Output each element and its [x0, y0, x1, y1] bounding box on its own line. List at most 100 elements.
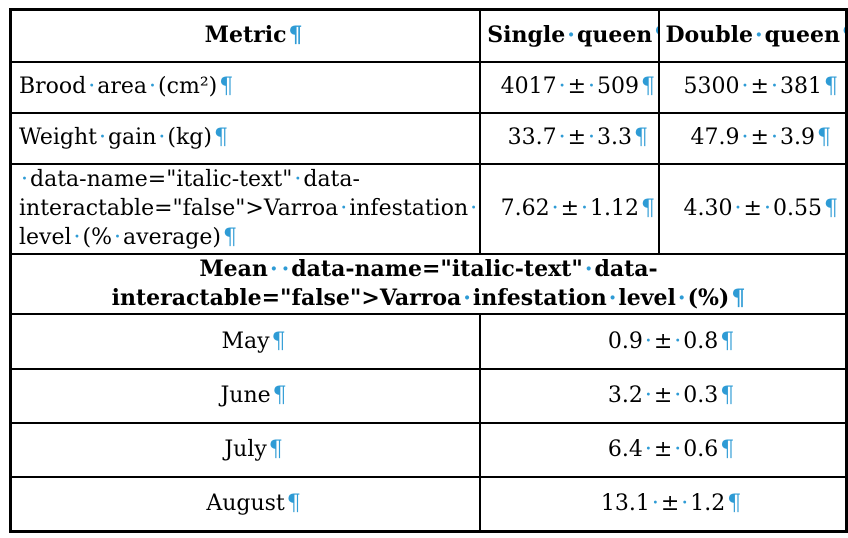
space-dot-mark: ·: [770, 125, 778, 151]
cell-weight-gain-double[interactable]: 47.9·±·3.9 ¶: [658, 111, 848, 165]
cell-text: Mean· ·: [199, 255, 290, 282]
space-dot-mark: ·: [281, 255, 290, 282]
table-row-varroa-infestation: ·data-name="italic-text"·data-interactab…: [9, 162, 848, 255]
cell-value-may[interactable]: 0.9·±·0.8 ¶: [479, 312, 848, 370]
pilcrow-mark: ¶: [213, 125, 228, 151]
space-dot-mark: ·: [463, 284, 471, 311]
space-dot-mark: ·: [674, 383, 682, 409]
pilcrow-mark: ¶: [634, 125, 648, 151]
cell-text: Single·queen¶: [487, 21, 657, 50]
cell-varroa-level-single[interactable]: 7.62·±·1.12 ¶: [479, 162, 661, 255]
cell-month-may[interactable]: May ¶: [9, 312, 482, 370]
pilcrow-mark: ¶: [823, 74, 838, 100]
cell-text: 4017·±·509 ¶: [501, 72, 655, 101]
space-dot-mark: ·: [114, 225, 122, 251]
cell-value-august[interactable]: 13.1·±·1.2 ¶: [479, 475, 848, 533]
table-row-section-header: Mean· ·data-name="italic-text"·data-inter…: [9, 252, 848, 315]
cell-brood-area-label[interactable]: Brood·area·(cm²)¶: [9, 60, 482, 114]
space-dot-mark: ·: [551, 195, 559, 221]
table-row-june: June ¶ 3.2·±·0.3 ¶: [9, 367, 848, 424]
cell-weight-gain-label[interactable]: Weight·gain·(kg)¶: [9, 111, 482, 165]
pilcrow-mark: ¶: [268, 437, 283, 463]
space-dot-mark: ·: [88, 74, 96, 100]
space-dot-mark: ·: [558, 125, 566, 151]
space-dot-mark: ·: [73, 225, 81, 251]
space-dot-mark: ·: [734, 195, 742, 221]
space-dot-mark: ·: [644, 383, 652, 409]
pilcrow-mark: ¶: [286, 491, 301, 517]
pilcrow-mark: ¶: [816, 125, 831, 151]
pilcrow-mark: ¶: [720, 437, 735, 463]
space-dot-mark: ·: [470, 195, 478, 221]
cell-text: 7.62·±·1.12 ¶: [501, 194, 655, 223]
space-dot-mark: ·: [741, 74, 749, 100]
space-dot-mark: ·: [741, 125, 749, 151]
pilcrow-mark: ¶: [641, 195, 655, 221]
table-row-may: May ¶ 0.9·±·0.8 ¶: [9, 312, 848, 370]
cell-weight-gain-single[interactable]: 33.7·±·3.3 ¶: [479, 111, 661, 165]
pilcrow-mark: ¶: [823, 195, 838, 221]
pilcrow-mark: ¶: [219, 74, 234, 100]
space-dot-mark: ·: [149, 74, 157, 100]
cell-brood-area-single[interactable]: 4017·±·509 ¶: [479, 60, 661, 114]
cell-brood-area-double[interactable]: 5300·±·381 ¶: [658, 60, 848, 114]
pilcrow-mark: ¶: [641, 74, 656, 100]
space-dot-mark: ·: [21, 166, 28, 192]
pilcrow-mark: ¶: [652, 21, 657, 50]
pilcrow-mark: ¶: [222, 225, 237, 251]
space-dot-mark: ·: [608, 284, 617, 311]
space-dot-mark: ·: [269, 255, 278, 282]
space-dot-mark: ·: [581, 195, 589, 221]
space-dot-mark: ·: [770, 74, 778, 100]
cell-text: 3.2·±·0.3 ¶: [608, 381, 734, 410]
space-dot-mark: ·: [158, 125, 166, 151]
space-dot-mark: ·: [674, 328, 682, 354]
beehive-metrics-table: Metric¶ Single·queen¶ Double·queen¶ Broo…: [9, 8, 848, 534]
header-cell-metric[interactable]: Metric ¶: [9, 8, 482, 63]
space-dot-mark: ·: [754, 22, 763, 49]
cell-text: 5300·±·381 ¶: [684, 72, 838, 101]
cell-text: Weight·gain·(kg)¶: [19, 125, 228, 151]
space-dot-mark: ·: [567, 22, 575, 49]
cell-varroa-level-double[interactable]: 4.30·±·0.55 ¶: [658, 162, 848, 255]
space-dot-mark: ·: [340, 195, 348, 221]
table-row-brood-area: Brood·area·(cm²)¶ 4017·±·509 ¶ 5300·±·381…: [9, 60, 848, 114]
pilcrow-mark: ¶: [288, 22, 303, 49]
cell-month-june[interactable]: June ¶: [9, 367, 482, 424]
header-cell-double-queen[interactable]: Double·queen¶: [658, 8, 848, 63]
cell-section-header[interactable]: Mean· ·data-name="italic-text"·data-inter…: [9, 252, 848, 315]
cell-month-july[interactable]: July ¶: [9, 421, 482, 478]
cell-text: 6.4·±·0.6 ¶: [608, 435, 734, 464]
space-dot-mark: ·: [294, 166, 302, 192]
cell-text: Double·queen¶: [665, 21, 844, 50]
cell-text: Brood·area·(cm²)¶: [19, 74, 234, 100]
cell-text: 33.7·±·3.3 ¶: [508, 123, 648, 152]
space-dot-mark: ·: [674, 437, 682, 463]
pilcrow-mark: ¶: [731, 284, 746, 311]
space-dot-mark: ·: [584, 255, 593, 282]
cell-text: July ¶: [224, 435, 282, 464]
space-dot-mark: ·: [588, 125, 595, 151]
space-dot-mark: ·: [644, 328, 652, 354]
space-dot-mark: ·: [681, 491, 689, 517]
space-dot-mark: ·: [651, 491, 659, 517]
cell-varroa-level-label[interactable]: ·data-name="italic-text"·data-interactab…: [9, 162, 482, 255]
pilcrow-mark: ¶: [840, 21, 844, 50]
cell-text: June ¶: [220, 381, 286, 410]
table-header-row: Metric¶ Single·queen¶ Double·queen¶: [9, 8, 848, 63]
cell-text: Metric ¶: [205, 21, 303, 50]
pilcrow-mark: ¶: [720, 328, 735, 354]
cell-text: 47.9·±·3.9 ¶: [691, 123, 831, 152]
header-cell-single-queen[interactable]: Single·queen¶: [479, 8, 661, 63]
cell-text: 0.9·±·0.8 ¶: [608, 327, 734, 356]
cell-value-july[interactable]: 6.4·±·0.6 ¶: [479, 421, 848, 478]
pilcrow-mark: ¶: [727, 491, 742, 517]
cell-text: August ¶: [206, 489, 300, 518]
cell-value-june[interactable]: 3.2·±·0.3 ¶: [479, 367, 848, 424]
space-dot-mark: ·: [763, 195, 771, 221]
table-row-july: July ¶ 6.4·±·0.6 ¶: [9, 421, 848, 478]
table-row-weight-gain: Weight·gain·(kg)¶ 33.7·±·3.3 ¶ 47.9·±·3.9…: [9, 111, 848, 165]
cell-month-august[interactable]: August ¶: [9, 475, 482, 533]
cell-text: 13.1·±·1.2 ¶: [601, 489, 741, 518]
